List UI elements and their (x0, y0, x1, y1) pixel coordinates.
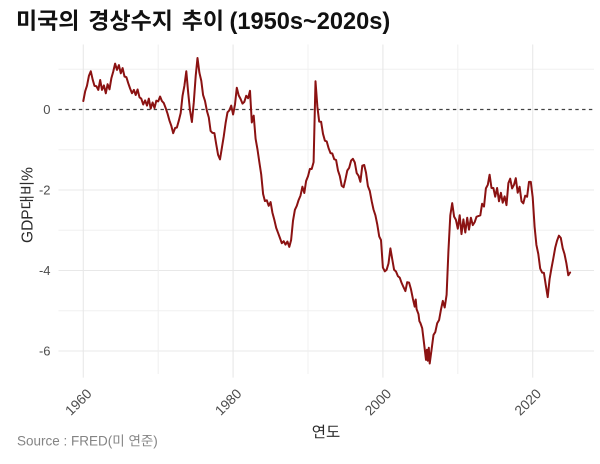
svg-text:(1950s~2020s): (1950s~2020s) (230, 9, 391, 35)
svg-text:0: 0 (43, 102, 50, 117)
svg-text:-2: -2 (39, 183, 51, 198)
svg-text:): ) (153, 434, 158, 449)
svg-text:Source : FRED(: Source : FRED( (17, 434, 113, 449)
svg-text:-6: -6 (39, 344, 51, 359)
svg-text:%: % (20, 167, 37, 181)
svg-text:-4: -4 (39, 263, 51, 278)
svg-text:GDP: GDP (20, 209, 37, 243)
